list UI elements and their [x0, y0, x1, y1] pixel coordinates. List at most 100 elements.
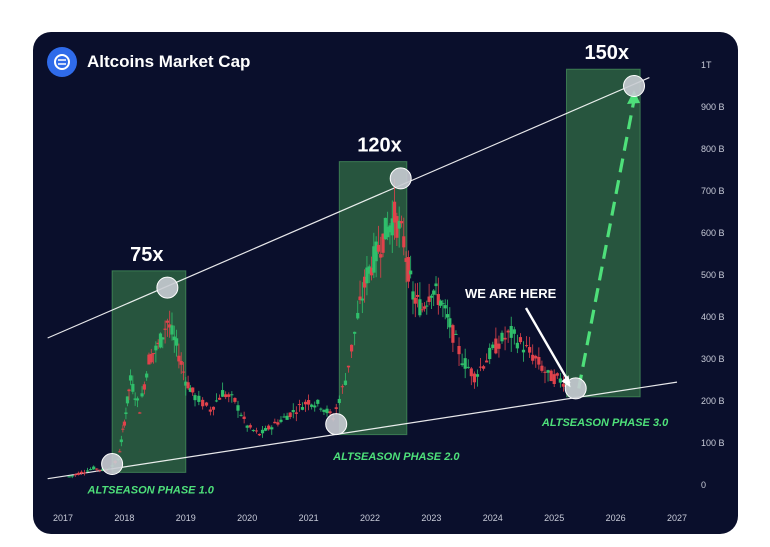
candle	[149, 348, 153, 364]
candle	[457, 337, 461, 367]
x-tick-label: 2027	[667, 513, 687, 523]
candle	[156, 339, 160, 349]
candle	[76, 471, 80, 476]
phase-box-1	[111, 270, 187, 473]
candle	[294, 406, 298, 422]
candle	[322, 409, 326, 415]
candle	[168, 310, 172, 338]
y-tick-label: 700 B	[701, 186, 725, 196]
candle	[319, 407, 323, 412]
candle	[392, 178, 397, 240]
candle	[95, 468, 99, 472]
candle	[248, 423, 252, 430]
candle	[379, 236, 383, 278]
candle	[402, 217, 406, 256]
candle	[181, 361, 186, 381]
candle	[432, 289, 436, 307]
candle	[386, 211, 390, 241]
candle	[443, 299, 447, 320]
candle	[264, 425, 268, 432]
candle	[363, 269, 367, 303]
candle	[491, 341, 495, 350]
candle	[177, 343, 181, 369]
candle	[415, 282, 420, 308]
candle	[439, 299, 443, 309]
candle	[399, 215, 404, 228]
y-tick-label: 300 B	[701, 354, 725, 364]
chart-title: Altcoins Market Cap	[87, 52, 251, 71]
candle	[118, 448, 122, 453]
candle	[245, 424, 249, 432]
candle	[184, 376, 188, 396]
candle	[528, 336, 532, 358]
phase-label-2: ALTSEASON PHASE 2.0	[332, 451, 460, 463]
phase-multiplier-1: 75x	[130, 244, 163, 266]
candle	[151, 352, 156, 364]
candle	[186, 375, 190, 391]
candle	[325, 405, 329, 417]
candle	[436, 277, 440, 315]
phase-multiplier-2: 120x	[357, 135, 402, 157]
candle	[260, 426, 265, 438]
chart-header: Altcoins Market Cap	[47, 47, 250, 77]
candle	[422, 302, 427, 312]
candle	[441, 299, 445, 318]
candle	[89, 467, 93, 471]
projection-arrowhead	[627, 90, 641, 104]
candle	[358, 280, 362, 305]
candle	[427, 283, 431, 306]
candle	[242, 411, 246, 424]
chart-svg: 75x ALTSEASON PHASE 1.0 120x ALTSEASON PHAS…	[47, 42, 725, 523]
candle	[497, 335, 501, 358]
candle	[406, 250, 410, 289]
candle	[395, 212, 399, 246]
projection	[577, 90, 641, 389]
x-tick-label: 2026	[606, 513, 626, 523]
candle	[425, 300, 429, 315]
y-axis: 0 100 B 200 B 300 B 400 B 500 B 600 B 700 B 800 …	[701, 60, 725, 490]
y-tick-label: 400 B	[701, 312, 725, 322]
phase-label-3: ALTSEASON PHASE 3.0	[541, 417, 669, 429]
candle	[383, 217, 387, 240]
candle	[217, 394, 222, 400]
candle	[251, 429, 255, 433]
candle	[145, 371, 149, 381]
candle	[276, 419, 280, 427]
candle	[537, 347, 541, 370]
candle	[285, 412, 289, 420]
candle	[543, 366, 547, 384]
phase-box-2	[338, 161, 408, 436]
candle	[451, 323, 455, 353]
candle	[488, 343, 492, 365]
candle	[356, 300, 360, 320]
candle	[230, 391, 234, 403]
candle	[204, 401, 209, 407]
y-tick-label: 600 B	[701, 228, 725, 238]
candle	[165, 318, 169, 337]
candles	[67, 178, 572, 479]
candle	[506, 329, 510, 343]
candle	[282, 413, 286, 418]
candle	[233, 397, 237, 404]
candle	[524, 336, 529, 348]
candle	[346, 365, 351, 373]
candle	[418, 282, 422, 318]
candle	[270, 425, 274, 435]
candle	[188, 385, 193, 393]
y-tick-label: 900 B	[701, 102, 725, 112]
candle	[561, 376, 566, 392]
candle	[445, 299, 450, 330]
y-tick-label: 200 B	[701, 396, 725, 406]
candle	[552, 369, 556, 388]
candle	[376, 225, 381, 254]
candle	[310, 403, 314, 410]
x-tick-label: 2017	[53, 513, 73, 523]
y-tick-label: 0	[701, 480, 706, 490]
x-tick-label: 2024	[483, 513, 503, 523]
marker-point-2	[156, 276, 179, 299]
candle	[413, 283, 417, 318]
candle	[221, 382, 225, 397]
candle	[98, 469, 102, 473]
candle	[429, 293, 433, 309]
candle	[257, 433, 262, 436]
